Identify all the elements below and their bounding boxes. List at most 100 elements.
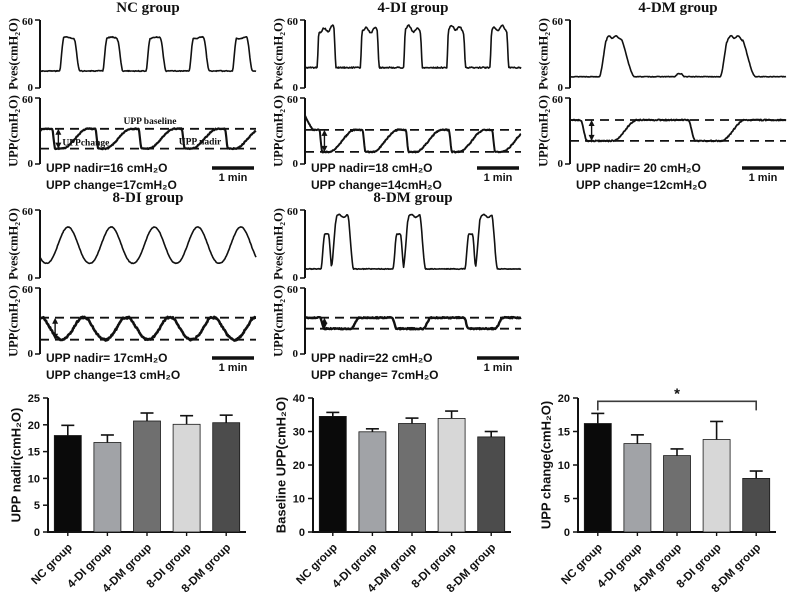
upp-change-value: UPP change=14cmH₂O	[311, 178, 442, 192]
svg-text:60: 60	[22, 284, 34, 296]
bar	[583, 423, 612, 533]
svg-text:60: 60	[552, 94, 564, 106]
svg-text:20: 20	[558, 393, 570, 405]
svg-text:60: 60	[287, 94, 299, 106]
svg-text:20: 20	[28, 420, 40, 432]
bar	[318, 416, 347, 533]
svg-text:0: 0	[293, 272, 299, 284]
svg-text:0: 0	[293, 348, 299, 360]
svg-text:0: 0	[299, 527, 305, 539]
scale-bar-label: 1 min	[484, 362, 513, 374]
pves-trace	[304, 213, 522, 271]
y-axis-label: UPP change(cmH₂O)	[538, 400, 554, 530]
upp-trace	[39, 315, 257, 342]
svg-text:0: 0	[558, 158, 564, 170]
pves-trace	[569, 34, 787, 78]
significance-bracket	[597, 400, 757, 411]
upp-trace	[39, 127, 257, 151]
svg-text:15: 15	[558, 427, 570, 439]
bar	[702, 439, 731, 533]
bar	[93, 442, 122, 533]
svg-text:60: 60	[287, 284, 299, 296]
svg-text:30: 30	[293, 427, 305, 439]
svg-text:25: 25	[28, 393, 40, 405]
svg-text:20: 20	[293, 460, 305, 472]
bar	[663, 455, 691, 533]
upp-trace	[304, 315, 522, 331]
upp-nadir-value: UPP nadir= 20 cmH₂O	[576, 161, 701, 175]
bar	[172, 423, 201, 533]
bar-chart-baseline-upp: 0 10 20 30 40 NC group 4-DI group 4-DM group 8-D…	[265, 380, 530, 595]
trace-panel-8di: 8-DI group Pves(cmH₂O) UPP(cmH₂O) 0 60 0 60…	[0, 190, 265, 385]
bar	[623, 443, 652, 533]
svg-text:60: 60	[287, 16, 299, 28]
svg-text:0: 0	[34, 527, 40, 539]
bar	[133, 420, 161, 533]
svg-text:60: 60	[22, 206, 34, 218]
bar-chart-upp-nadir: 0 5 10 15 20 25 NC group 4-DI group 4-DM group 8-…	[0, 380, 265, 595]
upp-baseline-label: UPP baseline	[123, 117, 176, 127]
panel-title: 4-DI group	[377, 0, 449, 16]
svg-text:10: 10	[293, 494, 305, 506]
upp-nadir-value: UPP nadir=22 cmH₂O	[311, 351, 433, 365]
upp-nadir-value: UPP nadir=18 cmH₂O	[311, 161, 433, 175]
pves-trace	[39, 35, 257, 73]
upp-trace	[304, 115, 522, 154]
upp-nadir-value: UPP nadir= 17cmH₂O	[46, 351, 168, 365]
bar-chart-upp-change: 0 5 10 15 20 NC group 4-DI group 4-DM group 8-DI…	[530, 380, 795, 595]
svg-text:0: 0	[558, 82, 564, 94]
panel-title: 4-DM group	[638, 0, 718, 16]
trace-panel-4di: 4-DI group Pves(cmH₂O) UPP(cmH₂O) 0 60 0 60…	[265, 0, 530, 195]
upp-change-value: UPP change= 7cmH₂O	[311, 368, 439, 382]
upp-nadir-value: UPP nadir=16 cmH₂O	[46, 161, 168, 175]
svg-text:10: 10	[28, 473, 40, 485]
svg-text:5: 5	[564, 494, 570, 506]
y-axis-label: UPP nadir(cmH₂O)	[8, 407, 24, 523]
trace-panel-4dm: 4-DM group Pves(cmH₂O) UPP(cmH₂O) 0 60 0 60…	[530, 0, 795, 195]
trace-panel-8dm: 8-DM group Pves(cmH₂O) UPP(cmH₂O) 0 60 0 60…	[265, 190, 530, 385]
bar	[398, 423, 426, 533]
svg-text:0: 0	[28, 348, 34, 360]
svg-text:0: 0	[293, 158, 299, 170]
pves-trace	[39, 226, 257, 265]
svg-text:60: 60	[22, 16, 34, 28]
bar	[437, 418, 466, 533]
svg-text:15: 15	[28, 447, 40, 459]
bar	[742, 478, 771, 533]
significance-star: *	[674, 385, 680, 402]
bar	[477, 436, 506, 533]
scale-bar-label: 1 min	[484, 172, 513, 184]
scale-bar-label: 1 min	[219, 362, 248, 374]
upp-nadir-label: UPP nadir	[179, 138, 222, 148]
upp-trace	[569, 118, 787, 143]
scale-bar-label: 1 min	[219, 172, 248, 184]
bar	[358, 431, 387, 533]
svg-text:0: 0	[564, 527, 570, 539]
upp-change-value: UPP change=13 cmH₂O	[46, 368, 181, 382]
svg-text:60: 60	[552, 16, 564, 28]
svg-text:0: 0	[28, 158, 34, 170]
pves-trace	[304, 24, 522, 69]
svg-text:5: 5	[34, 500, 40, 512]
svg-text:0: 0	[28, 82, 34, 94]
panel-title: NC group	[116, 0, 180, 16]
upp-change-value: UPP change=17cmH₂O	[46, 178, 177, 192]
panel-title: 8-DM group	[373, 190, 453, 206]
y-axis-label: Baseline UPP(cmH₂O)	[273, 396, 289, 534]
svg-text:40: 40	[293, 393, 305, 405]
svg-text:60: 60	[287, 206, 299, 218]
svg-text:0: 0	[293, 82, 299, 94]
bar	[212, 422, 241, 533]
upp-change-label: UPPchange	[62, 139, 109, 149]
svg-text:10: 10	[558, 460, 570, 472]
svg-text:60: 60	[22, 94, 34, 106]
bar	[53, 435, 82, 533]
